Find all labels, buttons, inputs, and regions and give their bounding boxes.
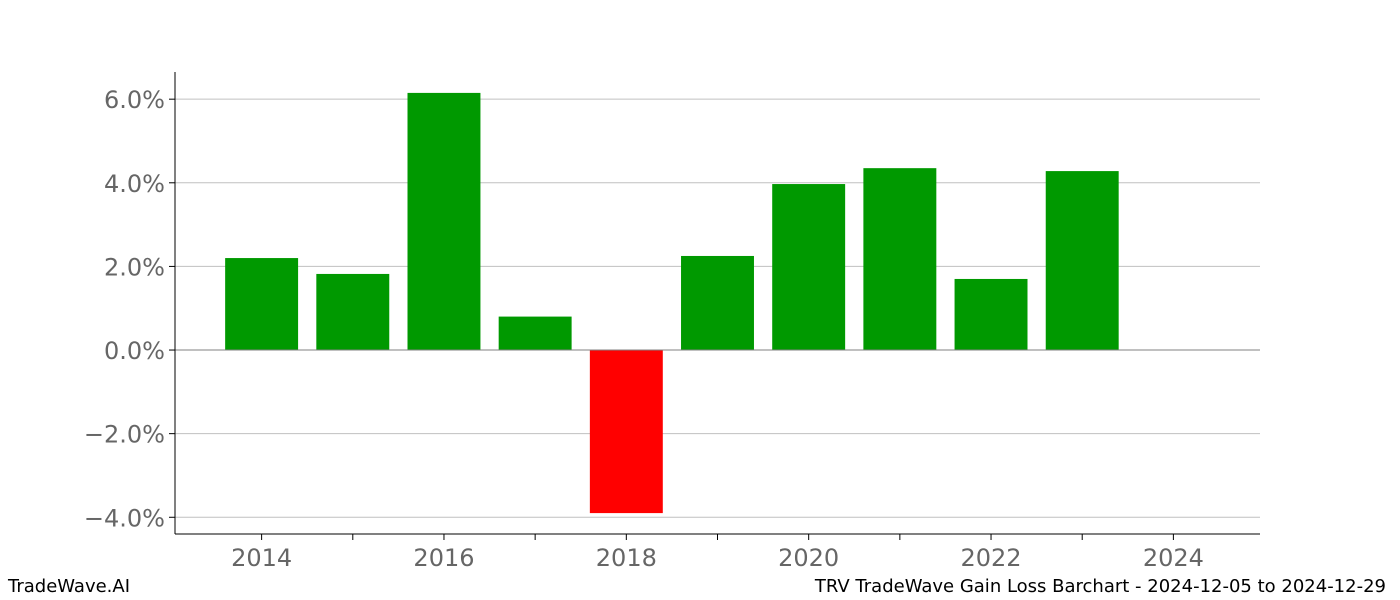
bar-2018 <box>589 350 663 514</box>
bar-2022 <box>954 278 1028 351</box>
x-tick-label: 2024 <box>1143 544 1204 572</box>
y-tick-label: −2.0% <box>84 421 165 449</box>
x-tick-label: 2018 <box>596 544 657 572</box>
x-tick-label: 2020 <box>778 544 839 572</box>
bar-2014 <box>225 258 299 351</box>
y-tick-label: 0.0% <box>104 337 165 365</box>
x-tick-label: 2014 <box>231 544 292 572</box>
bars <box>225 92 1119 514</box>
bar-2016 <box>407 92 481 351</box>
y-tick-label: −4.0% <box>84 504 165 532</box>
x-tick-label: 2016 <box>413 544 474 572</box>
bar-2023 <box>1045 171 1119 351</box>
bar-2019 <box>681 255 754 351</box>
y-tick-label: 4.0% <box>104 170 165 198</box>
brand-label: TradeWave.AI <box>8 576 131 597</box>
chart-caption: TRV TradeWave Gain Loss Barchart - 2024-… <box>814 576 1386 597</box>
axes <box>169 72 1260 540</box>
bar-2017 <box>498 316 572 351</box>
x-tick-label: 2022 <box>960 544 1021 572</box>
bar-2015 <box>316 273 390 351</box>
bar-2021 <box>863 168 937 351</box>
bar-2020 <box>772 184 846 351</box>
y-tick-label: 2.0% <box>104 253 165 281</box>
y-tick-label: 6.0% <box>104 86 165 114</box>
tick-labels: −4.0% −2.0% 0.0% 2.0% 4.0% 6.0% 2014 2016 2018 20… <box>84 86 1204 572</box>
